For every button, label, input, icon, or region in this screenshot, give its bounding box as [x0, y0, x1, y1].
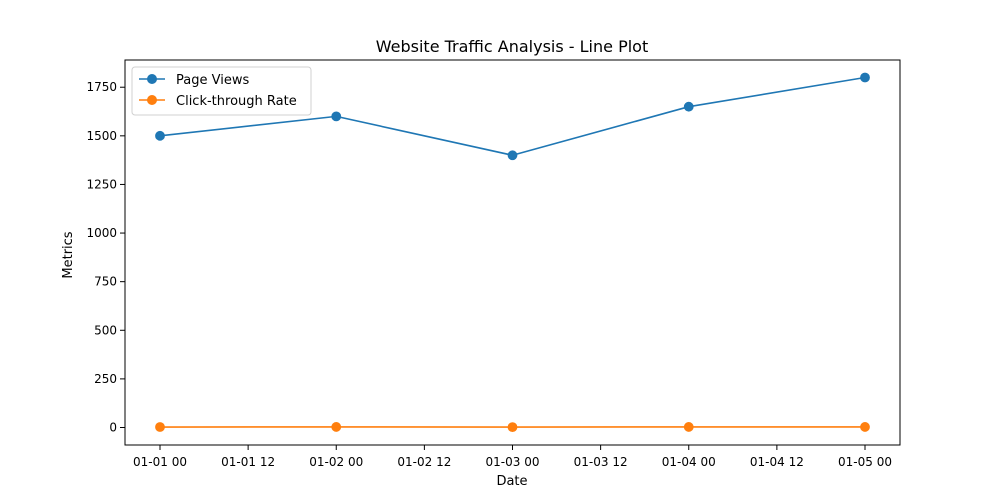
y-tick-label: 1000	[86, 226, 117, 240]
plot-frame	[125, 60, 900, 445]
legend-label: Page Views	[176, 73, 249, 88]
legend: Page Views Click-through Rate	[132, 67, 311, 115]
plot-area: 0 250 500 750 1000 1250 1500 1750 01-01 00 01-01 …	[86, 60, 900, 469]
x-tick-label: 01-03 12	[574, 455, 628, 469]
x-tick-label: 01-03 00	[486, 455, 540, 469]
y-tick-label: 1750	[86, 80, 117, 94]
data-point	[332, 112, 341, 121]
y-tick-label: 250	[94, 372, 117, 386]
data-point	[508, 151, 517, 160]
data-point	[156, 131, 165, 140]
data-point	[156, 423, 165, 432]
y-axis-label: Metrics	[61, 231, 76, 278]
x-tick-label: 01-01 00	[133, 455, 187, 469]
data-point	[861, 422, 870, 431]
x-axis-label: Date	[496, 474, 527, 489]
legend-label: Click-through Rate	[176, 94, 297, 109]
x-tick-label: 01-05 00	[838, 455, 892, 469]
data-point	[684, 422, 693, 431]
x-tick-label: 01-01 12	[221, 455, 275, 469]
x-tick-label: 01-02 12	[397, 455, 451, 469]
y-tick-label: 500	[94, 323, 117, 337]
chart-title: Website Traffic Analysis - Line Plot	[376, 37, 648, 56]
x-tick-label: 01-02 00	[309, 455, 363, 469]
y-tick-label: 0	[109, 421, 117, 435]
legend-marker	[148, 96, 157, 105]
x-tick-label: 01-04 00	[662, 455, 716, 469]
y-tick-label: 1250	[86, 177, 117, 191]
y-tick-label: 750	[94, 275, 117, 289]
y-tick-label: 1500	[86, 129, 117, 143]
x-tick-label: 01-04 12	[750, 455, 804, 469]
data-point	[508, 423, 517, 432]
legend-marker	[148, 75, 157, 84]
data-point	[684, 102, 693, 111]
data-point	[332, 422, 341, 431]
series-2	[156, 422, 870, 431]
data-point	[861, 73, 870, 82]
